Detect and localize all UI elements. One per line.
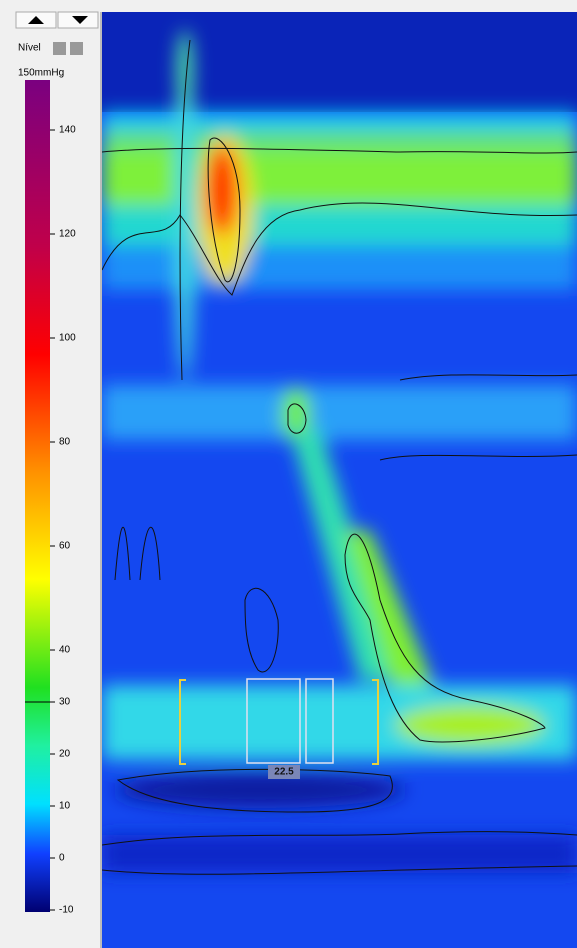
level-label: Nível <box>18 43 41 54</box>
tick-label: 40 <box>59 645 71 656</box>
selection-box[interactable] <box>246 678 301 764</box>
down-arrow <box>72 16 88 24</box>
pressure-topography: 22.5 <box>102 12 577 948</box>
selection-box[interactable] <box>305 678 334 764</box>
tick-label: 20 <box>59 749 71 760</box>
level-button[interactable] <box>70 42 83 55</box>
tick-label: 80 <box>59 437 71 448</box>
level-button[interactable] <box>53 42 66 55</box>
tick-label: 120 <box>59 229 76 240</box>
up-arrow <box>28 16 44 24</box>
scale-max-label: 150mmHg <box>18 68 64 79</box>
value-badge <box>268 765 300 779</box>
color-bar <box>25 80 50 912</box>
tick-label: 10 <box>59 801 71 812</box>
tick-label: 30 <box>59 697 71 708</box>
overlay-value: 22.5 <box>274 767 294 778</box>
tick-label: 140 <box>59 125 76 136</box>
tick-label: -10 <box>59 905 74 916</box>
tick-label: 100 <box>59 333 76 344</box>
tick-label: 0 <box>59 853 65 864</box>
tick-label: 60 <box>59 541 71 552</box>
